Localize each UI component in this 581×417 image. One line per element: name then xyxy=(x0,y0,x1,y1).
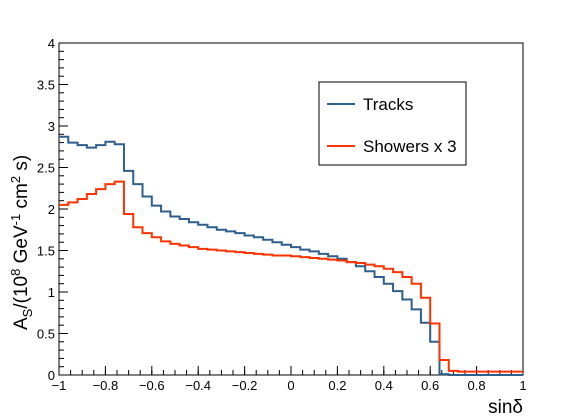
series-line-tracks xyxy=(59,135,523,376)
y-tick-label: 3.5 xyxy=(37,78,55,93)
y-axis-title-part: S xyxy=(20,308,35,317)
x-tick-label: 1 xyxy=(519,378,526,393)
histogram-series xyxy=(59,135,523,376)
x-axis-title: sinδ xyxy=(488,397,523,417)
y-axis-title-part: cm xyxy=(11,183,32,214)
y-tick-label: 1.5 xyxy=(37,244,55,259)
legend-box xyxy=(318,81,467,166)
y-tick-label: 0.5 xyxy=(37,327,55,342)
y-tick-label: 1 xyxy=(48,285,55,300)
x-tick-label: −0.4 xyxy=(185,378,211,393)
series-line-showers xyxy=(59,180,523,373)
y-tick-label: 2 xyxy=(48,202,55,217)
x-tick-label: 0.4 xyxy=(375,378,393,393)
y-axis-title-part: 8 xyxy=(8,269,23,276)
x-tick-label: 0 xyxy=(287,378,294,393)
y-axis-title: AS/(108 GeV-1 cm2 s) xyxy=(8,155,35,330)
y-axis-title-part: A xyxy=(11,317,32,330)
y-tick-label: 2.5 xyxy=(37,161,55,176)
y-axis-title-part: s) xyxy=(11,155,32,176)
x-tick-label: −0.6 xyxy=(139,378,165,393)
legend-label-tracks: Tracks xyxy=(363,95,413,114)
y-tick-label: 3 xyxy=(48,119,55,134)
y-axis-title-part: /(10 xyxy=(11,276,32,309)
x-tick-label: −0.2 xyxy=(232,378,258,393)
axis-ticks xyxy=(58,42,524,376)
axis-tick-labels: −1 −0.8 −0.6 −0.4 −0.2 0 0.2 0.4 0.6 0.8 1 0 0.5 1 1.5… xyxy=(37,36,527,393)
x-tick-label: 0.8 xyxy=(468,378,486,393)
y-tick-label: 4 xyxy=(48,36,55,51)
y-axis-title-part: 2 xyxy=(8,176,23,183)
x-tick-label: 0.2 xyxy=(328,378,346,393)
legend-label-showers: Showers x 3 xyxy=(363,137,457,156)
x-tick-label: −1 xyxy=(52,378,67,393)
y-axis-title-part: -1 xyxy=(8,214,23,226)
y-axis-title-part: GeV xyxy=(11,225,32,269)
x-tick-label: −0.8 xyxy=(93,378,119,393)
y-tick-label: 0 xyxy=(48,368,55,383)
legend: Tracks Showers x 3 xyxy=(318,81,467,166)
x-tick-label: 0.6 xyxy=(421,378,439,393)
